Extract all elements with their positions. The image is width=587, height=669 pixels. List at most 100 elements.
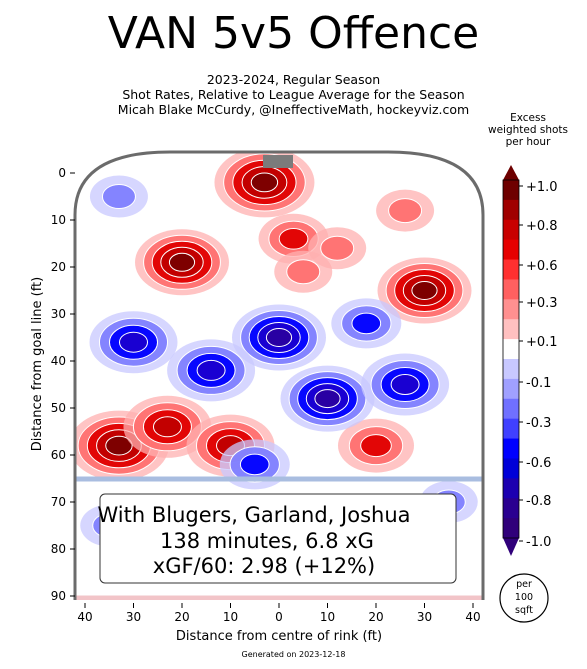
x-axis-label: Distance from centre of rink (ft) — [176, 629, 382, 644]
y-tick-label: 20 — [51, 260, 66, 274]
colorbar-segment — [503, 518, 519, 539]
y-tick-label: 30 — [51, 307, 66, 321]
generated-date: Generated on 2023-12-18 — [241, 650, 346, 659]
y-tick-label: 40 — [51, 354, 66, 368]
subtitle-description: Shot Rates, Relative to League Average f… — [122, 87, 465, 102]
heatmap-contour — [101, 184, 136, 209]
heatmap-hotspot — [361, 353, 450, 416]
y-tick-label: 10 — [51, 213, 66, 227]
per-label-line: sqft — [515, 605, 533, 616]
y-tick-label: 70 — [51, 495, 66, 509]
heatmap-layer — [75, 152, 478, 547]
subtitle-season: 2023-2024, Regular Season — [206, 72, 381, 87]
heatmap-hotspot — [376, 189, 435, 232]
y-tick-label: 60 — [51, 448, 66, 462]
heatmap-contour — [314, 389, 341, 409]
heatmap-hotspot — [377, 257, 472, 324]
heatmap-contour — [320, 235, 355, 261]
colorbar-segment — [503, 339, 519, 360]
y-axis-label: Distance from goal line (ft) — [30, 277, 45, 451]
per-label-line: per — [516, 579, 532, 590]
rink-boards — [73, 150, 485, 600]
goal-net — [263, 155, 293, 168]
colorbar-tick-label: +0.3 — [526, 296, 558, 311]
colorbar-title-line: Excess — [510, 112, 546, 124]
colorbar-segment — [503, 398, 519, 420]
heatmap-contour — [278, 227, 309, 250]
colorbar-ticks: +1.0 +0.8 +0.6 +0.3 +0.1 -0.1 -0.3 -0.6 -0.8 -1.0 — [519, 180, 558, 550]
colorbar-tick-label: -1.0 — [526, 535, 551, 550]
heatmap-contour — [168, 252, 196, 272]
y-axis: 0 10 20 30 40 50 60 70 80 90 — [51, 166, 75, 603]
heatmap-hotspot — [123, 395, 212, 458]
heatmap-hotspot — [167, 339, 256, 402]
heatmap-contour — [152, 416, 182, 438]
colorbar-top-arrow — [503, 165, 519, 180]
colorbar-tick-label: -0.6 — [526, 456, 551, 471]
x-tick-label: 20 — [368, 610, 383, 624]
x-tick-label: 0 — [275, 610, 283, 624]
info-line-linemates: With Blugers, Garland, Joshua — [97, 503, 410, 527]
colorbar-segment — [503, 319, 519, 340]
colorbar — [502, 165, 520, 556]
heatmap-contour — [105, 435, 133, 456]
info-line-xgf: xGF/60: 2.98 (+12%) — [153, 554, 375, 578]
subtitle-author: Micah Blake McCurdy, @IneffectiveMath, h… — [117, 102, 470, 117]
colorbar-outline — [502, 179, 520, 539]
colorbar-segment — [503, 180, 519, 201]
colorbar-title-line: per hour — [505, 136, 551, 148]
colorbar-tick-label: +0.6 — [526, 259, 558, 274]
heatmap-hotspot — [338, 418, 414, 473]
heatmap-hotspot — [331, 298, 402, 349]
y-tick-label: 80 — [51, 542, 66, 556]
colorbar-segment — [503, 478, 519, 499]
colorbar-segment — [503, 219, 519, 241]
colorbar-segment — [503, 299, 519, 320]
colorbar-segment — [503, 199, 519, 221]
colorbar-segment — [503, 378, 519, 400]
heatmap-hotspot — [232, 304, 326, 371]
x-tick-label: 40 — [77, 610, 92, 624]
colorbar-tick-label: -0.8 — [526, 494, 551, 509]
x-tick-label: 30 — [417, 610, 432, 624]
heatmap-hotspot — [89, 175, 148, 218]
colorbar-segment — [503, 279, 519, 300]
heatmap-contour — [411, 281, 438, 300]
x-axis: 40 30 20 10 0 10 20 30 40 — [77, 603, 481, 624]
heatmap-contour — [239, 453, 270, 476]
colorbar-segment — [503, 359, 519, 380]
colorbar-segment — [503, 259, 519, 280]
colorbar-tick-label: -0.1 — [526, 376, 551, 391]
y-tick-label: 0 — [58, 166, 66, 180]
info-box — [99, 493, 457, 584]
per-area-badge — [499, 573, 549, 623]
x-tick-label: 40 — [465, 610, 480, 624]
heatmap-contour — [265, 328, 293, 347]
colorbar-segment — [503, 239, 519, 261]
heatmap-contour — [119, 331, 148, 353]
page-title: VAN 5v5 Offence — [107, 8, 480, 59]
colorbar-segment — [503, 458, 519, 479]
colorbar-tick-label: -0.3 — [526, 416, 551, 431]
info-line-minutes: 138 minutes, 6.8 xG — [160, 529, 374, 553]
heatmap-contour — [351, 312, 382, 335]
y-tick-label: 90 — [51, 589, 66, 603]
heatmap-contour — [250, 172, 279, 193]
heatmap-contour — [286, 259, 321, 285]
x-tick-label: 10 — [320, 610, 335, 624]
heatmap-hotspot — [274, 250, 333, 293]
colorbar-tick-label: +1.0 — [526, 180, 558, 195]
colorbar-tick-label: +0.8 — [526, 219, 558, 234]
x-tick-label: 30 — [126, 610, 141, 624]
heatmap-contour — [390, 374, 420, 395]
heatmap-hotspot — [219, 439, 290, 490]
heatmap-hotspot — [135, 229, 229, 296]
per-label-line: 100 — [515, 592, 533, 603]
heatmap-hotspot — [89, 311, 178, 374]
colorbar-bottom-arrow — [503, 538, 519, 556]
heatmap-hotspot — [280, 365, 375, 432]
x-tick-label: 20 — [174, 610, 189, 624]
colorbar-title-line: weighted shots — [487, 124, 568, 136]
heatmap-contour — [360, 434, 392, 458]
colorbar-tick-label: +0.1 — [526, 335, 558, 350]
